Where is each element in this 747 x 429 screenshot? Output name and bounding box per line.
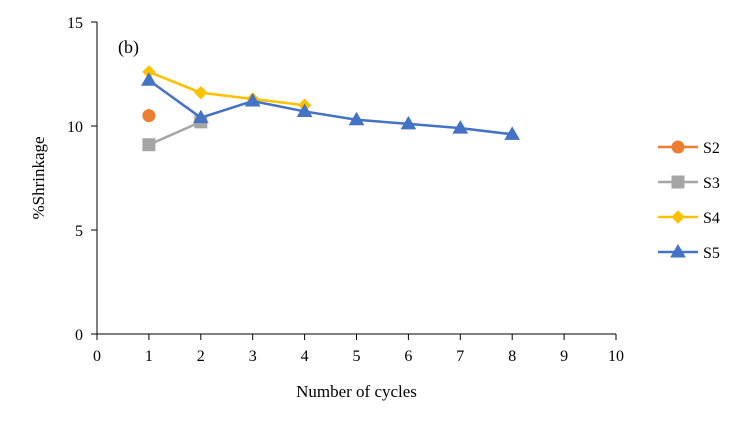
- data-point-s5: [296, 103, 313, 117]
- legend-entry-s2: S2: [658, 140, 720, 157]
- legend-marker: [671, 140, 685, 154]
- legend-entry-s4: S4: [658, 210, 720, 227]
- legend-label: S3: [703, 175, 720, 192]
- data-point-s5: [504, 126, 521, 140]
- x-tick-label: 5: [353, 348, 361, 365]
- data-point-s5: [192, 109, 209, 124]
- series-s4: [142, 65, 312, 112]
- data-point-s2: [142, 109, 156, 123]
- x-tick-label: 3: [249, 348, 257, 365]
- x-tick-label: 8: [508, 348, 516, 365]
- x-axis-title: Number of cycles: [296, 382, 417, 401]
- y-tick-label: 5: [75, 223, 83, 240]
- data-point-s5: [452, 120, 469, 134]
- y-tick-label: 15: [67, 15, 83, 32]
- series-s5: [141, 72, 521, 140]
- x-tick-label: 1: [145, 348, 153, 365]
- y-tick-label: 0: [75, 327, 83, 344]
- legend-marker: [671, 175, 685, 189]
- legend-label: S2: [703, 140, 720, 157]
- panel-label: (b): [118, 37, 139, 58]
- plot-area: [141, 65, 521, 152]
- legend-marker: [671, 210, 685, 224]
- legend-marker: [670, 244, 686, 258]
- x-tick-label: 10: [608, 348, 624, 365]
- legend-entry-s5: S5: [658, 244, 720, 262]
- x-tick-label: 0: [93, 348, 101, 365]
- axes: 0 1 2 3 4 5 6 7 8 9 10 0 5 10 15: [67, 15, 624, 365]
- legend-label: S4: [703, 210, 720, 227]
- data-point-s5: [244, 93, 261, 107]
- legend-entry-s3: S3: [658, 175, 720, 192]
- legend-label: S5: [703, 245, 720, 262]
- data-point-s5: [141, 72, 157, 86]
- data-point-s5: [348, 111, 365, 126]
- series-line-s4: [148, 70, 305, 107]
- x-tick-label: 9: [560, 348, 568, 365]
- x-tick-label: 4: [301, 348, 309, 365]
- data-point-s5: [400, 115, 417, 130]
- x-tick-label: 2: [197, 348, 205, 365]
- legend: S2 S3 S4 S5: [658, 140, 720, 262]
- y-tick-label: 10: [67, 119, 83, 136]
- x-tick-label: 7: [456, 348, 464, 365]
- y-axis-title: %Shrinkage: [29, 136, 48, 219]
- data-point-s3: [142, 138, 156, 152]
- x-tick-label: 6: [404, 348, 412, 365]
- series-line-s3: [148, 120, 202, 146]
- series-line-s5: [148, 79, 513, 136]
- data-point-s4: [194, 86, 208, 100]
- series-s2: [142, 109, 156, 123]
